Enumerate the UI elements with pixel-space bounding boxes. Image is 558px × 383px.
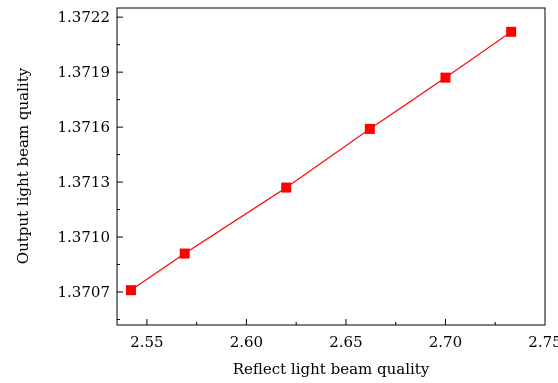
- y-tick-label: 1.3713: [58, 173, 111, 191]
- y-axis-title: Output light beam quality: [14, 67, 32, 264]
- y-tick-label: 1.3710: [58, 228, 111, 246]
- y-tick-label: 1.3716: [58, 118, 111, 136]
- x-tick-label: 2.75: [528, 333, 558, 351]
- y-tick-label: 1.3722: [58, 8, 111, 26]
- x-axis-ticks: 2.55 2.60 2.65 2.70 2.75: [130, 319, 558, 351]
- data-point-marker: [506, 26, 517, 37]
- y-tick-label: 1.3707: [58, 283, 111, 301]
- y-tick-label: 1.3719: [58, 63, 111, 81]
- data-point-marker: [440, 72, 451, 83]
- data-point-marker: [281, 182, 292, 193]
- x-tick-label: 2.60: [230, 333, 263, 351]
- series-group: [125, 26, 517, 296]
- data-point-marker: [125, 285, 136, 296]
- x-tick-label: 2.65: [329, 333, 362, 351]
- x-tick-label: 2.55: [130, 333, 163, 351]
- data-point-marker: [364, 123, 375, 134]
- data-point-marker: [179, 248, 190, 259]
- x-tick-label: 2.70: [429, 333, 462, 351]
- series-line: [130, 31, 512, 291]
- y-axis-ticks: 1.3707 1.3710 1.3713 1.3716 1.3719 1.3722: [58, 8, 123, 321]
- x-axis-title: Reflect light beam quality: [233, 360, 430, 378]
- plot-frame: [116, 7, 546, 326]
